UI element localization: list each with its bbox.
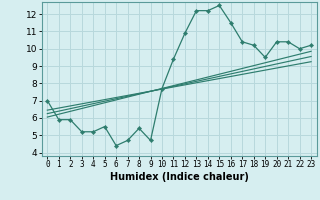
X-axis label: Humidex (Indice chaleur): Humidex (Indice chaleur): [110, 172, 249, 182]
